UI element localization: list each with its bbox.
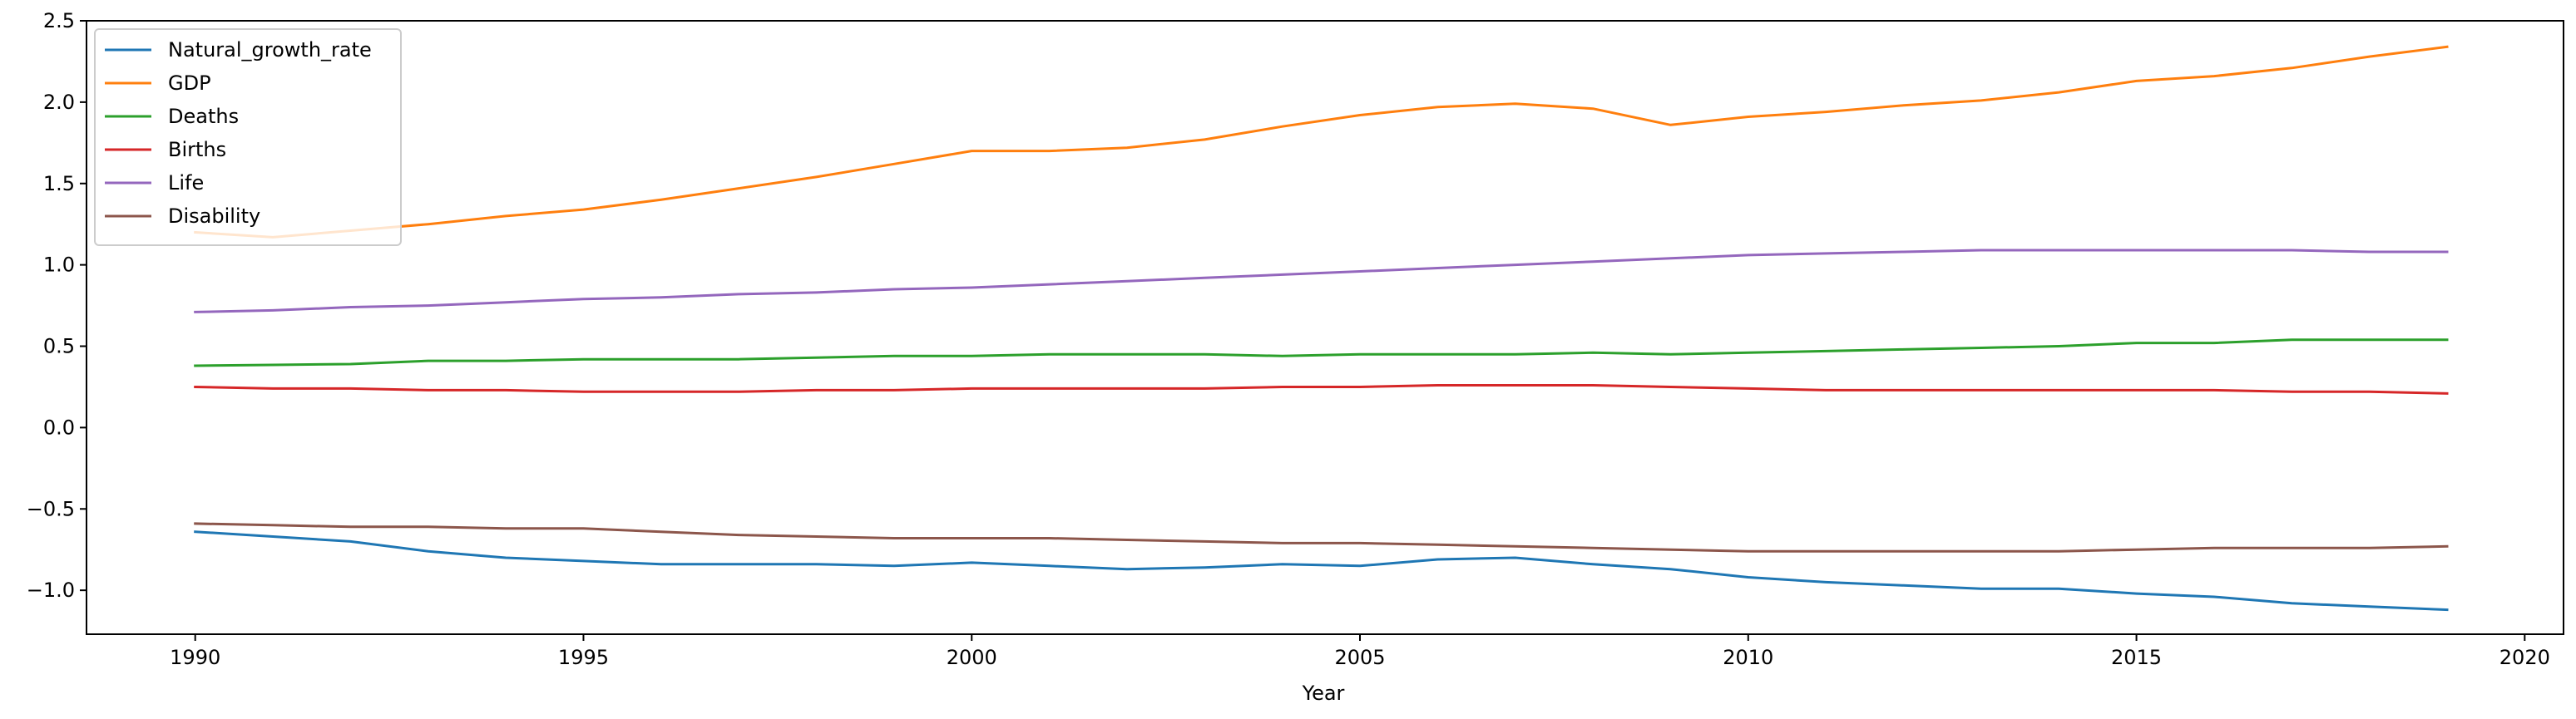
x-tick-label: 2015 <box>2111 646 2162 669</box>
x-tick-label: 2020 <box>2499 646 2550 669</box>
y-axis: 2.5 2.0 1.5 1.0 0.5 0.0 −0.5 −1.0 <box>27 9 87 602</box>
x-axis: 1990 1995 2000 2005 2010 2015 2020 <box>170 634 2550 669</box>
legend-label: Life <box>168 171 204 195</box>
y-tick-label: 2.0 <box>43 91 75 114</box>
series-line-disability <box>194 522 2449 553</box>
y-tick-label: −1.0 <box>27 579 75 602</box>
series-line-births <box>194 384 2449 395</box>
series-line-life <box>194 249 2449 313</box>
y-tick-label: 2.5 <box>43 9 75 32</box>
y-tick-label: 0.0 <box>43 416 75 439</box>
x-tick-label: 1995 <box>558 646 609 669</box>
y-tick-label: 0.5 <box>43 335 75 358</box>
x-tick-label: 2005 <box>1334 646 1385 669</box>
series-lines <box>194 45 2449 612</box>
legend-label: Deaths <box>168 105 239 128</box>
series-line-deaths <box>194 338 2449 367</box>
legend-label: Disability <box>168 204 260 228</box>
legend: Natural_growth_rate GDP Deaths Births Life Di… <box>94 28 402 246</box>
y-tick-label: 1.0 <box>43 254 75 277</box>
series-line-natural-growth-rate <box>194 530 2449 612</box>
y-tick-label: −0.5 <box>27 497 75 520</box>
legend-label: Natural_growth_rate <box>168 38 372 62</box>
legend-box <box>94 28 402 246</box>
plot-frame <box>86 20 2564 635</box>
x-tick-label: 2000 <box>947 646 997 669</box>
y-tick-label: 1.5 <box>43 172 75 195</box>
x-tick-label: 1990 <box>170 646 220 669</box>
legend-label: Births <box>168 138 226 161</box>
x-tick-label: 2010 <box>1723 646 1773 669</box>
x-axis-title: Year <box>1302 682 1345 705</box>
legend-label: GDP <box>168 71 211 95</box>
series-line-gdp <box>194 45 2449 239</box>
